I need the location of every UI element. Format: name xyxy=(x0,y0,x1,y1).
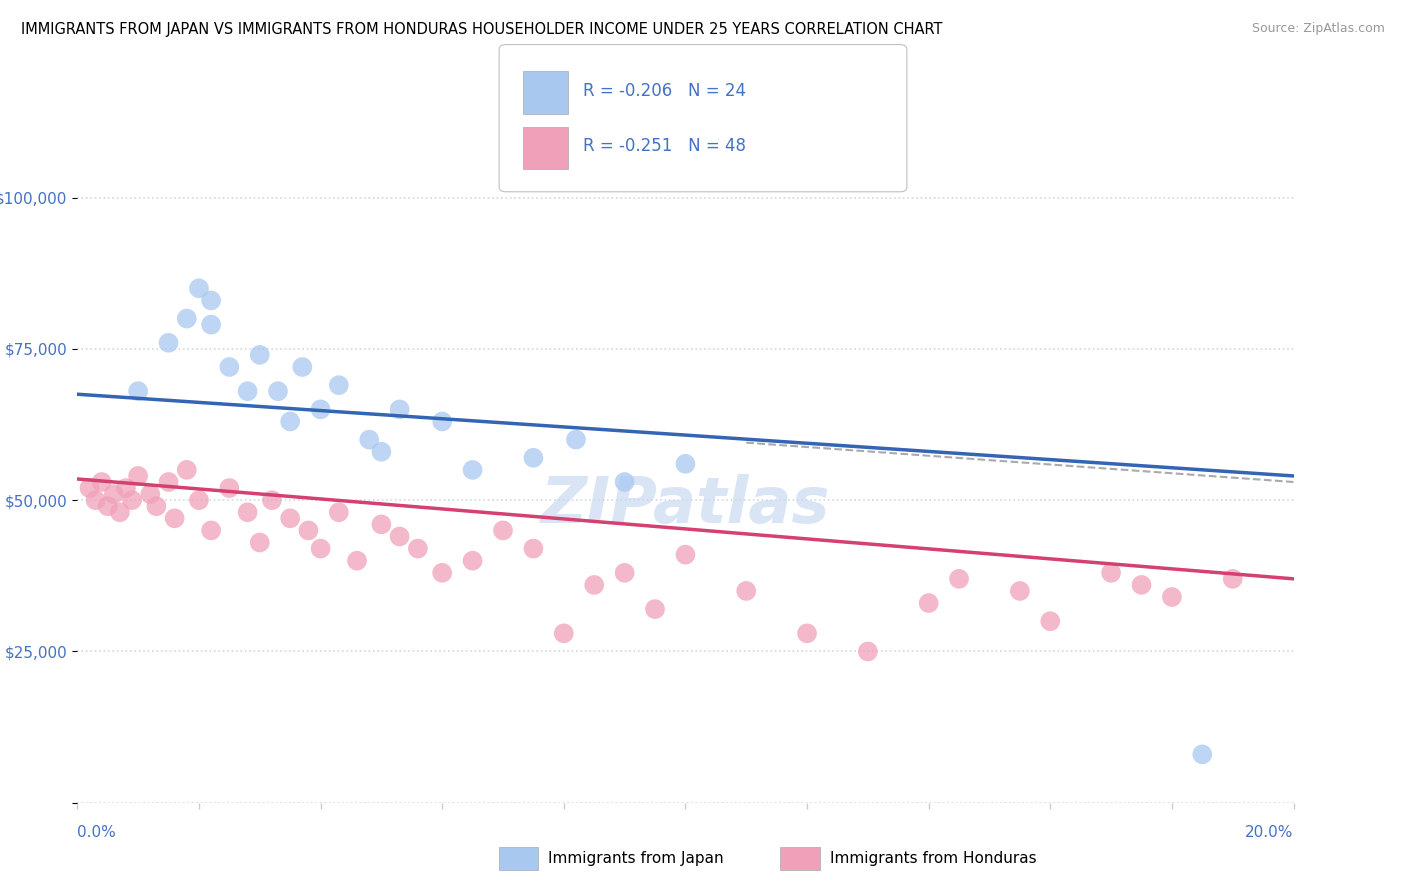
Point xyxy=(388,529,411,543)
Point xyxy=(370,444,392,458)
Point xyxy=(236,384,259,399)
Point xyxy=(163,511,186,525)
Point xyxy=(796,626,818,640)
Point xyxy=(1161,590,1184,604)
Point xyxy=(492,524,515,538)
Point xyxy=(1222,572,1244,586)
Point xyxy=(461,463,484,477)
Point xyxy=(359,433,381,447)
Point xyxy=(249,535,271,549)
Point xyxy=(176,463,198,477)
Text: 0.0%: 0.0% xyxy=(77,825,117,840)
Point xyxy=(108,505,131,519)
Text: Immigrants from Japan: Immigrants from Japan xyxy=(548,851,724,865)
Text: ZIPatlas: ZIPatlas xyxy=(541,474,830,535)
Point xyxy=(260,493,283,508)
Point xyxy=(613,566,636,580)
Point xyxy=(79,481,101,495)
Point xyxy=(1191,747,1213,762)
Point xyxy=(1099,566,1122,580)
Point xyxy=(157,335,180,350)
Point xyxy=(1130,578,1153,592)
Point xyxy=(278,414,301,429)
Text: Source: ZipAtlas.com: Source: ZipAtlas.com xyxy=(1251,22,1385,36)
Text: R = -0.251   N = 48: R = -0.251 N = 48 xyxy=(583,137,747,155)
Text: IMMIGRANTS FROM JAPAN VS IMMIGRANTS FROM HONDURAS HOUSEHOLDER INCOME UNDER 25 YE: IMMIGRANTS FROM JAPAN VS IMMIGRANTS FROM… xyxy=(21,22,942,37)
Point xyxy=(90,475,112,489)
Point xyxy=(218,481,240,495)
Point xyxy=(328,505,350,519)
Text: 20.0%: 20.0% xyxy=(1246,825,1294,840)
Point xyxy=(200,524,222,538)
Point xyxy=(309,402,332,417)
Point xyxy=(346,554,368,568)
Point xyxy=(1039,614,1062,628)
Point xyxy=(200,293,222,308)
Point xyxy=(613,475,636,489)
Point xyxy=(430,566,453,580)
Point xyxy=(139,487,162,501)
Point xyxy=(735,583,758,598)
Point xyxy=(309,541,332,556)
Point xyxy=(644,602,666,616)
Point xyxy=(675,457,697,471)
Point xyxy=(1008,583,1031,598)
Point xyxy=(856,644,879,658)
Point xyxy=(522,541,544,556)
Point xyxy=(84,493,107,508)
Point xyxy=(565,433,588,447)
Point xyxy=(176,311,198,326)
Point xyxy=(145,500,167,514)
Point xyxy=(406,541,429,556)
Point xyxy=(200,318,222,332)
Point xyxy=(388,402,411,417)
Point xyxy=(291,359,314,374)
Point xyxy=(115,481,138,495)
Point xyxy=(430,414,453,429)
Point xyxy=(553,626,575,640)
Point xyxy=(267,384,290,399)
Point xyxy=(218,359,240,374)
Point xyxy=(236,505,259,519)
Point xyxy=(328,378,350,392)
Point xyxy=(103,487,125,501)
Text: R = -0.206   N = 24: R = -0.206 N = 24 xyxy=(583,82,747,100)
Point xyxy=(121,493,143,508)
Point xyxy=(461,554,484,568)
Point xyxy=(278,511,301,525)
Point xyxy=(583,578,606,592)
Point xyxy=(188,493,211,508)
Point xyxy=(948,572,970,586)
Point xyxy=(918,596,941,610)
Point xyxy=(249,348,271,362)
Point xyxy=(522,450,544,465)
Point xyxy=(97,500,120,514)
Point xyxy=(157,475,180,489)
Text: Immigrants from Honduras: Immigrants from Honduras xyxy=(830,851,1036,865)
Point xyxy=(370,517,392,532)
Point xyxy=(297,524,319,538)
Point xyxy=(127,469,149,483)
Point xyxy=(127,384,149,399)
Point xyxy=(188,281,211,295)
Point xyxy=(675,548,697,562)
